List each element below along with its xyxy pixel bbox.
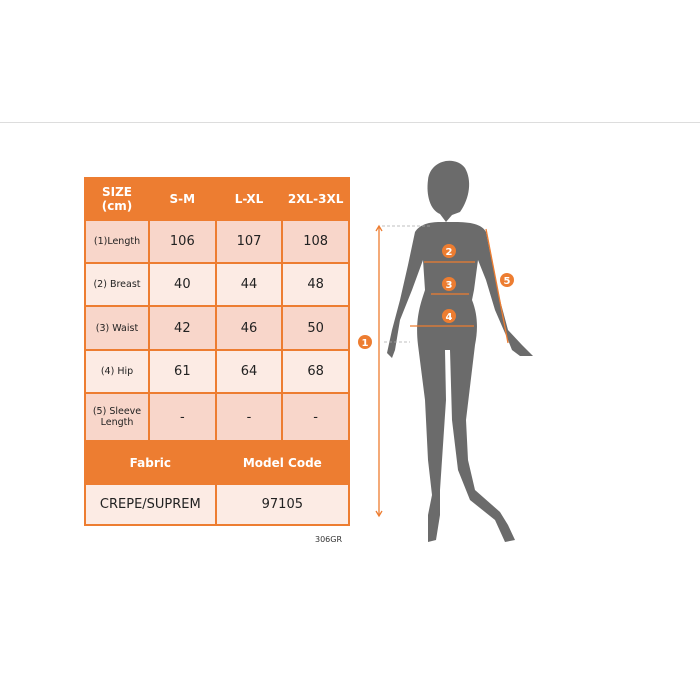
arrowhead (375, 224, 383, 232)
cell: 48 (281, 262, 350, 307)
measurement-lines (375, 224, 509, 518)
model-code-value: 97105 (214, 483, 351, 526)
cell: 46 (214, 305, 284, 351)
cell: 68 (281, 349, 350, 394)
cell: - (281, 392, 350, 442)
header-size: SIZE (cm) (84, 177, 150, 221)
cell: - (214, 392, 284, 442)
marker-2 (442, 244, 456, 258)
row-label: (1)Length (84, 219, 150, 264)
sleeve-arrow (485, 228, 509, 344)
marker-2-label: 2 (446, 247, 453, 258)
marker-5-label: 5 (504, 276, 511, 287)
markers: 1 2 3 4 5 (358, 244, 514, 349)
header-l-xl: L-XL (214, 177, 284, 221)
marker-3 (442, 277, 456, 291)
row-label: (5) Sleeve Length (84, 392, 150, 442)
cell: 64 (214, 349, 284, 394)
cell: 50 (281, 305, 350, 351)
marker-1 (358, 335, 372, 349)
marker-4-label: 4 (446, 312, 453, 323)
torso (387, 222, 533, 542)
footer-value-row: CREPE/SUPREM 97105 (84, 483, 351, 526)
footer-header-row: Fabric Model Code (84, 440, 351, 485)
marker-1-label: 1 (362, 338, 369, 349)
table-row: (4) Hip 61 64 68 (84, 349, 350, 394)
table-header-row: SIZE (cm) S-M L-XL 2XL-3XL (84, 177, 350, 221)
table-row: (5) Sleeve Length - - - (84, 392, 350, 442)
cell: 42 (148, 305, 217, 351)
row-label: (2) Breast (84, 262, 150, 307)
cell: 40 (148, 262, 217, 307)
product-code: 306GR (315, 535, 343, 544)
header-2xl-3xl: 2XL-3XL (281, 177, 350, 221)
table-row: (1)Length 106 107 108 (84, 219, 350, 264)
row-label: (4) Hip (84, 349, 150, 394)
table-row: (2) Breast 40 44 48 (84, 262, 350, 307)
cell: 106 (148, 219, 217, 264)
cell: 108 (281, 219, 350, 264)
fabric-header: Fabric (84, 440, 217, 485)
divider (0, 122, 700, 123)
table-row: (3) Waist 42 46 50 (84, 305, 350, 351)
arrowhead (375, 510, 383, 518)
size-chart-table: SIZE (cm) S-M L-XL 2XL-3XL (1)Length 106… (84, 177, 351, 526)
marker-4 (442, 309, 456, 323)
fabric-value: CREPE/SUPREM (84, 483, 217, 526)
header-s-m: S-M (148, 177, 217, 221)
marker-3-label: 3 (446, 280, 453, 291)
silhouette (387, 160, 533, 542)
model-code-header: Model Code (214, 440, 351, 485)
cell: - (148, 392, 217, 442)
cell: 107 (214, 219, 284, 264)
row-label: (3) Waist (84, 305, 150, 351)
cell: 44 (214, 262, 284, 307)
cell: 61 (148, 349, 217, 394)
marker-5 (500, 273, 514, 287)
head-hair (427, 160, 470, 222)
guide-lines (382, 225, 432, 343)
